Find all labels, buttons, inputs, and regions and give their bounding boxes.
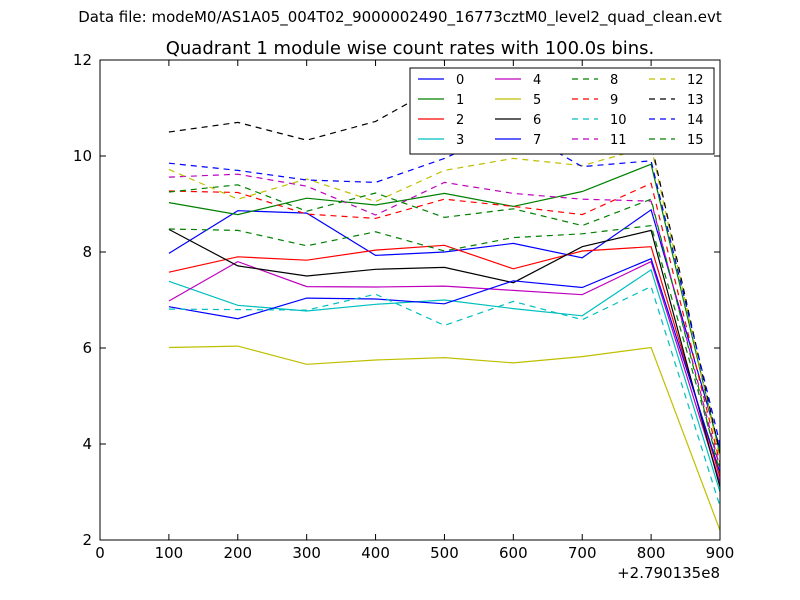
series-line-5 bbox=[168, 345, 721, 531]
series-line-15 bbox=[168, 184, 721, 473]
y-tick-label: 4 bbox=[82, 435, 92, 453]
legend-label-0: 0 bbox=[456, 73, 464, 88]
series-line-8 bbox=[168, 224, 721, 469]
legend-label-2: 2 bbox=[456, 113, 464, 128]
x-tick-label: 400 bbox=[361, 544, 390, 562]
x-tick-label: 700 bbox=[568, 544, 597, 562]
y-tick-label: 2 bbox=[82, 531, 92, 549]
series-line-11 bbox=[168, 173, 721, 469]
legend-label-14: 14 bbox=[687, 113, 704, 128]
legend-label-11: 11 bbox=[610, 133, 627, 148]
x-tick-label: 500 bbox=[430, 544, 459, 562]
series-line-0 bbox=[168, 208, 721, 449]
legend-label-3: 3 bbox=[456, 133, 464, 148]
series-line-4 bbox=[168, 260, 721, 483]
x-tick-label: 100 bbox=[155, 544, 184, 562]
axes: 0 100 200 300 400 500 600 700 800 90024681012+2.7… bbox=[73, 51, 734, 582]
legend-box bbox=[409, 67, 715, 155]
y-tick-label: 10 bbox=[73, 147, 92, 165]
legend-label-12: 12 bbox=[687, 73, 704, 88]
series-line-9 bbox=[168, 182, 721, 464]
legend-label-9: 9 bbox=[610, 93, 618, 108]
legend-label-8: 8 bbox=[610, 73, 618, 88]
series-line-1 bbox=[168, 163, 721, 454]
x-tick-label: 300 bbox=[292, 544, 321, 562]
series-line-3 bbox=[168, 268, 721, 493]
legend-label-5: 5 bbox=[533, 93, 541, 108]
series-line-14 bbox=[168, 126, 721, 445]
legend-label-6: 6 bbox=[533, 113, 541, 128]
legend-label-10: 10 bbox=[610, 113, 627, 128]
legend-label-7: 7 bbox=[533, 133, 541, 148]
x-tick-label: 200 bbox=[223, 544, 252, 562]
plot-frame bbox=[99, 59, 721, 541]
data-file-label: Data file: modeM0/AS1A05_004T02_90000024… bbox=[78, 8, 722, 26]
series-line-2 bbox=[168, 244, 721, 478]
series-line-10 bbox=[168, 285, 721, 507]
x-tick-label: 600 bbox=[499, 544, 528, 562]
legend-label-1: 1 bbox=[456, 93, 464, 108]
legend-label-13: 13 bbox=[687, 93, 704, 108]
y-tick-label: 6 bbox=[82, 339, 92, 357]
chart-title: Quadrant 1 module wise count rates with … bbox=[166, 38, 655, 59]
x-tick-label: 0 bbox=[95, 544, 105, 562]
series-line-12 bbox=[168, 145, 721, 459]
series-line-6 bbox=[168, 228, 721, 488]
series-lines bbox=[168, 82, 721, 531]
series-line-7 bbox=[168, 257, 721, 473]
legend-label-4: 4 bbox=[533, 73, 541, 88]
x-tick-label: 800 bbox=[637, 544, 666, 562]
legend-label-15: 15 bbox=[687, 133, 704, 148]
x-tick-label: 900 bbox=[706, 544, 735, 562]
y-tick-label: 12 bbox=[73, 51, 92, 69]
y-tick-label: 8 bbox=[82, 243, 92, 261]
axes-frame bbox=[99, 59, 721, 541]
x-offset-label: +2.790135e8 bbox=[617, 564, 720, 582]
